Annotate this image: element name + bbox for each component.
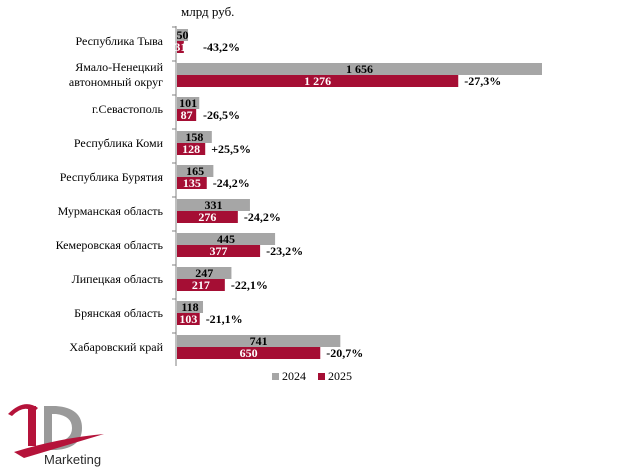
company-logo <box>8 404 104 458</box>
value-label-2024: 741 <box>250 334 268 348</box>
value-label-2025: 276 <box>198 210 216 224</box>
bar-2025 <box>177 177 207 189</box>
change-label: -21,1% <box>206 312 243 326</box>
change-label: -24,2% <box>213 176 250 190</box>
value-label-2024: 331 <box>204 198 222 212</box>
value-label-2025: 87 <box>181 108 193 122</box>
category-label: Республика Бурятия <box>60 170 164 184</box>
category-label: Республика Тыва <box>75 34 163 48</box>
logo-text: Marketing <box>44 452 102 467</box>
bar-2024 <box>177 233 276 245</box>
change-label: -22,1% <box>231 278 268 292</box>
value-label-2025: 135 <box>183 176 201 190</box>
change-label: -26,5% <box>203 108 240 122</box>
value-label-2025: 31 <box>174 40 186 54</box>
bar-2025 <box>177 313 200 325</box>
legend-swatch-2025 <box>318 373 325 380</box>
legend-item-2025: 2025 <box>318 369 352 384</box>
unit-label: млрд руб. <box>181 4 235 19</box>
bar-2025 <box>177 279 225 291</box>
legend-label-2025: 2025 <box>328 369 352 383</box>
bar-2025 <box>177 109 197 121</box>
value-label-2025: 128 <box>182 142 200 156</box>
bar-2024 <box>177 267 232 279</box>
bar-2024 <box>177 63 542 75</box>
value-label-2025: 650 <box>240 346 258 360</box>
legend-item-2024: 2024 <box>272 369 306 384</box>
bar-2025 <box>177 41 184 53</box>
bar-2025 <box>177 211 238 223</box>
bar-2025 <box>177 143 206 155</box>
value-label-2025: 377 <box>210 244 228 258</box>
change-label: +25,5% <box>211 142 251 156</box>
value-label-2024: 50 <box>177 28 189 42</box>
legend: 2024 2025 <box>272 369 360 384</box>
value-label-2025: 1 276 <box>304 74 331 88</box>
bar-2024 <box>177 97 200 109</box>
category-label: Ямало-Ненецкий <box>75 60 163 74</box>
change-label: -23,2% <box>266 244 303 258</box>
value-label-2024: 1 656 <box>346 62 373 76</box>
change-label: -27,3% <box>464 74 501 88</box>
category-label: Кемеровская область <box>56 238 164 252</box>
category-label: г.Севастополь <box>92 102 164 116</box>
value-label-2024: 158 <box>185 130 203 144</box>
bar-2025 <box>177 245 261 257</box>
category-label: Брянская область <box>74 306 163 320</box>
category-label: Республика Коми <box>74 136 164 150</box>
value-label-2024: 101 <box>179 96 197 110</box>
category-label: Липецкая область <box>72 272 164 286</box>
value-label-2024: 247 <box>195 266 213 280</box>
value-label-2024: 445 <box>217 232 235 246</box>
bar-2025 <box>177 347 321 359</box>
bar-2024 <box>177 29 189 41</box>
value-label-2025: 217 <box>192 278 210 292</box>
bar-2024 <box>177 301 204 313</box>
category-label: Хабаровский край <box>69 340 163 354</box>
value-label-2024: 118 <box>181 300 198 314</box>
value-label-2024: 165 <box>186 164 204 178</box>
bar-2024 <box>177 131 212 143</box>
category-label: Мурманская область <box>58 204 164 218</box>
value-label-2025: 103 <box>179 312 197 326</box>
legend-swatch-2024 <box>272 373 279 380</box>
bar-2024 <box>177 165 214 177</box>
change-label: -24,2% <box>244 210 281 224</box>
change-label: -43,2% <box>203 40 240 54</box>
category-label: автономный округ <box>69 75 163 89</box>
change-label: -20,7% <box>326 346 363 360</box>
legend-label-2024: 2024 <box>282 369 306 383</box>
bar-2025 <box>177 75 459 87</box>
bar-2024 <box>177 335 341 347</box>
bar-2024 <box>177 199 250 211</box>
